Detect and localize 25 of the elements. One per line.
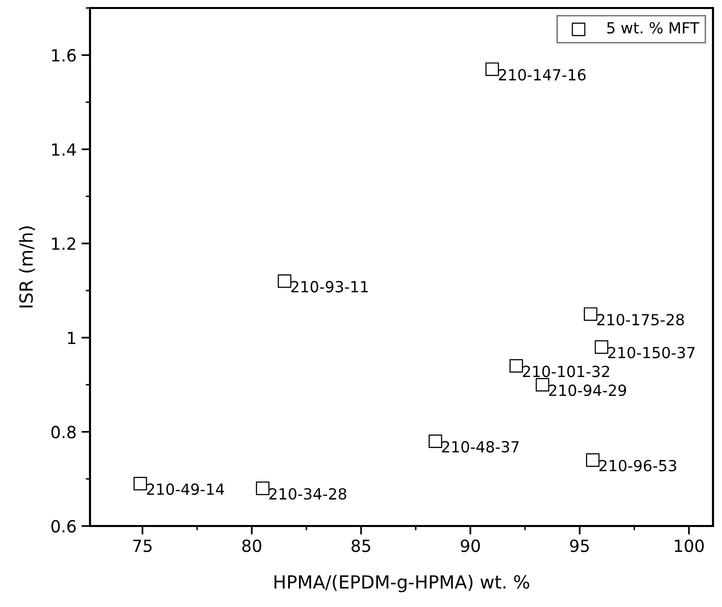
annotation: 210-150-37 [608, 346, 695, 358]
y-tick-label: 0.6 [51, 520, 76, 533]
annotation: 210-34-28 [269, 488, 346, 500]
annotation: 210-49-14 [146, 483, 224, 495]
x-tick-label: 80 [242, 539, 262, 552]
annotation: 210-147-16 [498, 68, 586, 81]
annotation: 210-48-37 [442, 441, 519, 453]
x-tick-label: 75 [133, 540, 152, 552]
y-tick-label: 1.6 [52, 49, 76, 62]
x-axis-title: HPMA/(EPDM-g-HPMA) wt. % [274, 574, 530, 592]
y-tick-label: 1.2 [52, 237, 76, 250]
y-tick-label: 0.8 [51, 426, 76, 438]
y-tick-label: 1 [68, 332, 76, 344]
annotation: 210-93-11 [291, 280, 368, 292]
x-tick-label: 95 [570, 539, 589, 552]
y-tick-label: 1.4 [52, 143, 76, 156]
annotation: 210-96-53 [599, 460, 676, 472]
annotation: 210-101-32 [522, 366, 610, 378]
annotation: 210-175-28 [597, 314, 684, 326]
annotation: 210-94-29 [549, 384, 626, 396]
x-tick-label: 100 [674, 539, 704, 552]
x-tick-label: 85 [352, 539, 370, 552]
legend-label: 5 wt. % MFT [607, 22, 700, 34]
x-tick-label: 90 [460, 539, 480, 552]
y-axis-title: ISR (m/h) [18, 226, 36, 308]
